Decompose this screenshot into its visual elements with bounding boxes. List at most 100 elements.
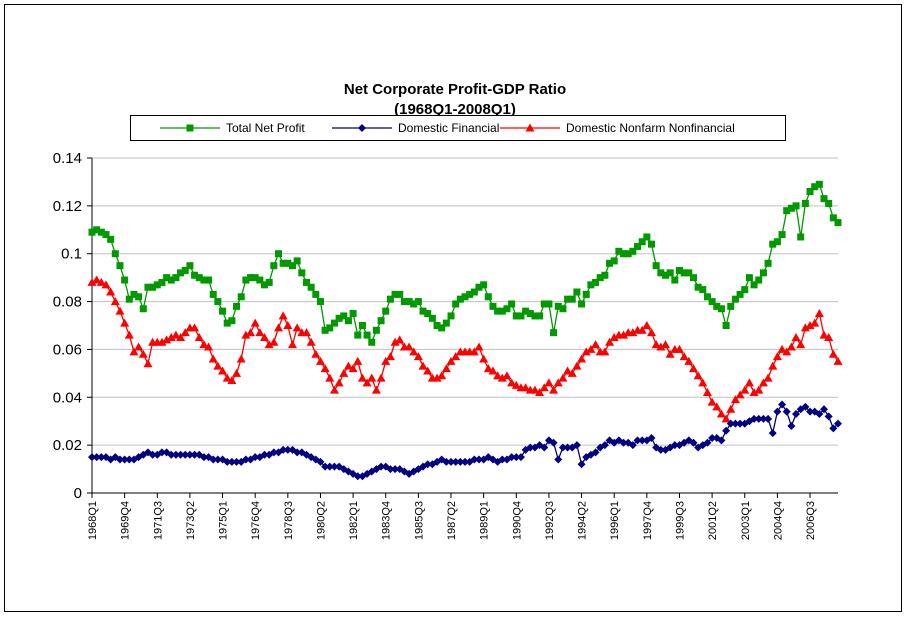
marker xyxy=(251,274,259,282)
marker xyxy=(307,283,315,291)
marker xyxy=(572,361,582,370)
marker xyxy=(629,247,637,255)
marker xyxy=(671,276,679,284)
marker xyxy=(106,287,116,296)
marker xyxy=(749,388,759,396)
marker xyxy=(88,453,96,462)
marker xyxy=(451,352,461,361)
marker xyxy=(349,310,357,318)
marker xyxy=(386,295,394,303)
legend-label: Total Net Profit xyxy=(226,121,305,135)
marker xyxy=(698,378,708,387)
marker xyxy=(284,259,292,267)
marker xyxy=(283,321,293,329)
marker xyxy=(241,455,250,464)
marker xyxy=(227,376,237,385)
marker xyxy=(451,457,460,466)
marker xyxy=(270,262,278,270)
marker xyxy=(610,257,618,265)
marker xyxy=(129,347,139,356)
y-tick-label: 0.04 xyxy=(53,389,82,406)
marker xyxy=(707,397,717,406)
marker xyxy=(120,455,129,464)
x-tick-label: 1985Q3 xyxy=(413,501,425,540)
marker xyxy=(419,307,427,315)
marker xyxy=(315,356,325,365)
marker xyxy=(530,385,540,394)
marker xyxy=(558,443,567,452)
y-tick-label: 0.12 xyxy=(53,198,82,215)
marker xyxy=(517,312,525,320)
marker xyxy=(586,344,596,353)
marker xyxy=(787,204,795,212)
marker xyxy=(228,317,236,325)
marker xyxy=(824,412,833,421)
marker xyxy=(647,433,656,442)
marker xyxy=(301,328,311,337)
marker xyxy=(442,457,451,466)
legend-label: Domestic Financial xyxy=(398,121,499,135)
marker xyxy=(665,349,675,358)
marker xyxy=(772,352,782,361)
marker xyxy=(764,259,772,267)
marker xyxy=(97,228,105,236)
marker xyxy=(354,331,362,339)
marker xyxy=(502,371,512,380)
marker xyxy=(554,302,562,310)
marker xyxy=(782,407,791,416)
marker xyxy=(815,180,823,188)
marker xyxy=(195,274,203,282)
marker xyxy=(741,286,749,294)
marker xyxy=(750,414,759,423)
marker xyxy=(699,286,707,294)
marker xyxy=(620,250,628,258)
marker xyxy=(605,337,615,346)
marker xyxy=(544,378,554,387)
marker xyxy=(511,380,521,389)
marker xyxy=(115,455,124,464)
marker xyxy=(87,277,97,286)
marker xyxy=(199,340,209,349)
marker xyxy=(657,269,665,277)
marker xyxy=(769,240,777,248)
marker xyxy=(474,455,483,464)
marker xyxy=(386,465,395,474)
marker xyxy=(777,344,787,353)
marker xyxy=(535,388,545,396)
marker xyxy=(674,344,684,353)
marker xyxy=(367,373,377,382)
marker xyxy=(92,275,102,284)
marker xyxy=(428,314,436,322)
marker xyxy=(102,231,110,239)
marker xyxy=(316,457,325,466)
marker xyxy=(573,288,581,296)
marker xyxy=(293,257,301,265)
marker xyxy=(223,319,231,327)
marker xyxy=(279,259,287,267)
marker xyxy=(232,457,241,466)
marker xyxy=(633,436,642,445)
marker xyxy=(685,269,693,277)
marker xyxy=(834,419,842,428)
marker xyxy=(186,262,194,270)
marker xyxy=(470,288,478,296)
marker xyxy=(479,354,489,363)
y-tick-label: 0.14 xyxy=(53,150,82,167)
marker xyxy=(186,124,194,132)
marker xyxy=(647,328,656,337)
marker xyxy=(391,465,400,474)
marker xyxy=(222,373,232,382)
marker xyxy=(93,226,101,234)
marker xyxy=(717,436,726,445)
marker xyxy=(730,395,740,404)
marker xyxy=(306,337,316,346)
marker xyxy=(251,453,260,462)
marker xyxy=(702,388,712,396)
marker xyxy=(722,426,731,435)
marker xyxy=(287,340,297,349)
marker xyxy=(461,457,469,466)
marker xyxy=(469,347,479,356)
marker xyxy=(508,300,516,308)
marker xyxy=(736,290,744,298)
